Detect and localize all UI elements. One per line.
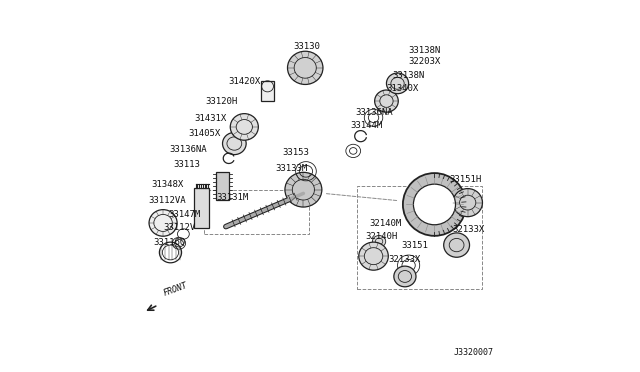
Ellipse shape — [387, 73, 408, 94]
Text: 33153: 33153 — [282, 148, 309, 157]
Bar — [357, 186, 483, 289]
Ellipse shape — [403, 173, 466, 236]
Text: 31340X: 31340X — [387, 84, 419, 93]
Text: 31431X: 31431X — [195, 114, 227, 123]
Ellipse shape — [372, 235, 386, 247]
Text: 33138N: 33138N — [408, 46, 441, 55]
Ellipse shape — [453, 189, 483, 217]
Text: 33151H: 33151H — [449, 175, 481, 184]
Ellipse shape — [413, 184, 456, 225]
Text: 33112V: 33112V — [163, 223, 195, 232]
Text: 33131M: 33131M — [216, 193, 249, 202]
Text: 33130: 33130 — [294, 42, 321, 51]
Bar — [195, 188, 209, 228]
Text: 33147M: 33147M — [168, 210, 201, 219]
Ellipse shape — [444, 233, 470, 257]
Ellipse shape — [230, 113, 259, 140]
Bar — [261, 81, 274, 101]
Ellipse shape — [287, 51, 323, 84]
Ellipse shape — [149, 210, 177, 236]
Text: 33136NA: 33136NA — [170, 145, 207, 154]
Text: 33138N: 33138N — [392, 71, 424, 80]
Text: 31348X: 31348X — [151, 180, 184, 189]
Text: 32140H: 32140H — [365, 232, 397, 241]
Text: 33113: 33113 — [173, 160, 200, 169]
Text: 33144M: 33144M — [350, 121, 383, 129]
Bar — [204, 190, 309, 234]
Ellipse shape — [394, 266, 416, 287]
Ellipse shape — [223, 132, 246, 155]
Text: 31420X: 31420X — [228, 77, 260, 86]
Text: 32140M: 32140M — [370, 219, 402, 228]
Ellipse shape — [374, 90, 398, 112]
Text: 33133M: 33133M — [275, 164, 307, 173]
Ellipse shape — [285, 172, 322, 207]
Text: 33116Q: 33116Q — [154, 238, 186, 247]
Text: 31405X: 31405X — [188, 129, 220, 138]
Text: 32203X: 32203X — [408, 57, 441, 67]
Text: 32133X: 32133X — [452, 225, 484, 234]
Text: 32133X: 32133X — [388, 254, 420, 264]
Text: FRONT: FRONT — [163, 280, 189, 298]
Text: 33120H: 33120H — [206, 97, 238, 106]
Ellipse shape — [359, 242, 388, 270]
Text: J3320007: J3320007 — [454, 347, 493, 357]
Text: 33136NA: 33136NA — [355, 108, 393, 117]
Bar — [216, 172, 228, 200]
Text: 33151: 33151 — [401, 241, 428, 250]
Text: 33112VA: 33112VA — [148, 196, 186, 205]
